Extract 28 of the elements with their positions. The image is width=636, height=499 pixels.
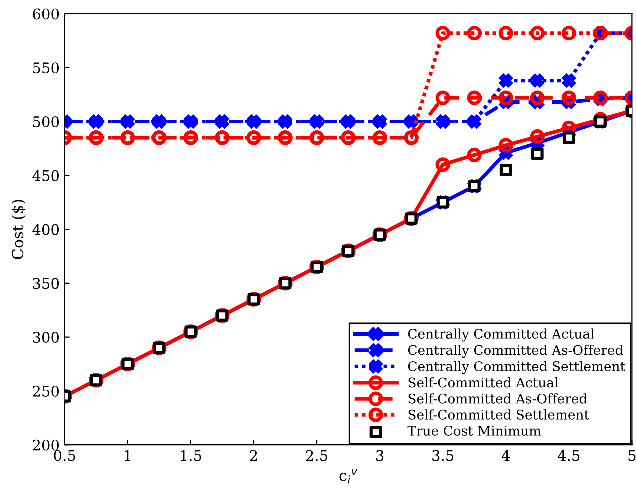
y-tick-label: 250 — [33, 386, 60, 397]
y-tick-label: 450 — [32, 170, 60, 182]
legend-label: Centrally Committed As-Offered — [408, 345, 624, 358]
y-tick-label: 500 — [33, 116, 60, 128]
x-tick-label: 5 — [628, 450, 636, 462]
x-axis-title: c$_{i}$$^{v}$ — [340, 469, 358, 484]
legend-label: Centrally Committed Actual — [408, 328, 594, 342]
y-tick-label: 350 — [33, 278, 60, 290]
x-tick-label: 4 — [502, 450, 510, 462]
legend-label: Centrally Committed Settlement — [408, 361, 626, 374]
x-tick-label: 3.5 — [432, 450, 454, 462]
y-tick-label: 300 — [33, 332, 60, 344]
y-tick-label: 200 — [33, 440, 60, 451]
y-axis-title: Cost ($) — [12, 200, 26, 260]
x-tick-label: 1.5 — [181, 450, 202, 462]
x-tick-label: 2 — [250, 450, 258, 462]
y-tick-label: 550 — [33, 62, 60, 74]
x-tick-label: 0.5 — [54, 450, 76, 462]
legend-label: Self-Committed As-Offered — [408, 394, 588, 404]
legend-label: Self-Committed Actual — [408, 378, 558, 388]
legend-label: True Cost Minimum — [408, 426, 542, 436]
y-tick-label: 400 — [32, 224, 60, 236]
x-tick-label: 1 — [125, 450, 130, 462]
x-tick-label: 4.5 — [558, 450, 580, 462]
legend-label: Self-Committed Settlement — [408, 410, 590, 420]
x-tick-label: 3 — [376, 450, 384, 462]
y-tick-label: 600 — [33, 8, 60, 20]
x-tick-label: 2.5 — [306, 450, 328, 462]
